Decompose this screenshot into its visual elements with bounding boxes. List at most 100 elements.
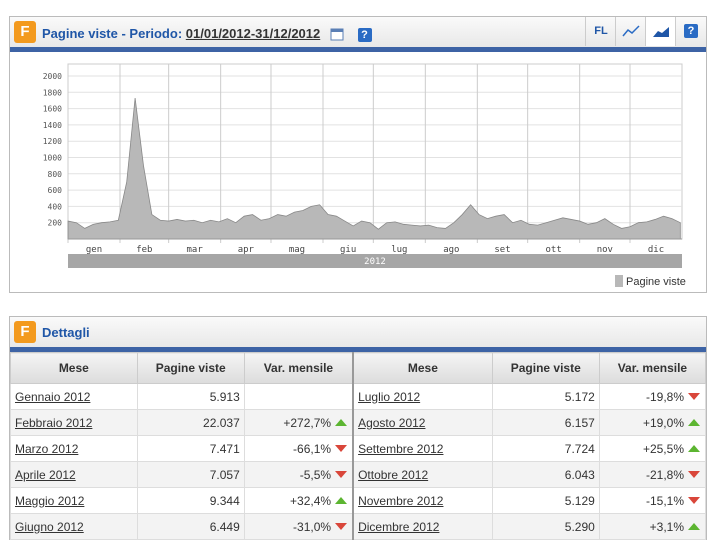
x-tick-label: dic bbox=[648, 245, 664, 255]
y-tick-label: 1200 bbox=[43, 137, 62, 146]
month[interactable]: Marzo 2012 bbox=[10, 435, 138, 462]
arrow-down bbox=[335, 522, 348, 530]
month[interactable]: Giugno 2012 bbox=[10, 513, 138, 540]
month[interactable]: Aprile 2012 bbox=[10, 461, 138, 488]
cell-text: -5,5% bbox=[299, 467, 332, 482]
cell-text: Marzo 2012 bbox=[15, 441, 79, 456]
month[interactable]: Gennaio 2012 bbox=[10, 383, 138, 410]
header-row: Mese Pagine viste Var. mensile Mese Pagine v… bbox=[10, 352, 707, 384]
y-tick-label: 600 bbox=[48, 186, 63, 195]
column-header: Mese bbox=[352, 352, 493, 384]
cell-text: -15,1% bbox=[645, 493, 684, 508]
month[interactable]: Dicembre 2012 bbox=[352, 513, 493, 540]
cell-text: 6.449 bbox=[209, 519, 240, 534]
y-tick-label: 400 bbox=[48, 202, 63, 211]
cell-text: 7.471 bbox=[209, 441, 240, 456]
area bbox=[67, 97, 681, 240]
cell-text: 7.724 bbox=[564, 441, 595, 456]
arrow-up bbox=[688, 522, 700, 530]
x-tick-label: giu bbox=[340, 245, 356, 255]
cell-text: 5.129 bbox=[564, 493, 595, 508]
variation: +32,4% bbox=[243, 487, 354, 514]
x-tick-label: nov bbox=[597, 245, 613, 255]
column-header: Pagine viste bbox=[491, 352, 600, 384]
variation: +25,5% bbox=[598, 435, 707, 462]
month[interactable]: Luglio 2012 bbox=[352, 383, 493, 410]
x-tick-label: gen bbox=[86, 245, 102, 255]
variation: +19,0% bbox=[598, 409, 707, 436]
column-header: Var. mensile bbox=[243, 352, 354, 384]
cell-text: -19,8% bbox=[645, 389, 684, 404]
cell-text: Dicembre 2012 bbox=[358, 519, 440, 534]
views: 5.129 bbox=[491, 487, 600, 514]
arrow-up bbox=[688, 418, 700, 426]
row: Maggio 2012 9.344 +32,4% Novembre 2012 5.129… bbox=[10, 487, 707, 514]
title: Pagine viste - Periodo: bbox=[42, 26, 183, 41]
y-tick-label: 800 bbox=[48, 170, 63, 179]
cell-text: +272,7% bbox=[283, 415, 332, 430]
period[interactable]: 01/01/2012-31/12/2012 bbox=[185, 26, 321, 41]
cell-text: -31,0% bbox=[293, 519, 332, 534]
month[interactable]: Novembre 2012 bbox=[352, 487, 493, 514]
month[interactable]: Ottobre 2012 bbox=[352, 461, 493, 488]
cell-text: 6.157 bbox=[564, 415, 595, 430]
x-tick-label: feb bbox=[136, 245, 152, 255]
calendar-icon[interactable] bbox=[330, 27, 344, 41]
year-label: 2012 bbox=[364, 257, 386, 267]
cell-text: Agosto 2012 bbox=[358, 415, 426, 430]
area-button[interactable] bbox=[645, 17, 676, 46]
x-tick-label: ago bbox=[443, 245, 459, 255]
y-tick-label: 1600 bbox=[43, 105, 62, 114]
app-icon: F bbox=[14, 321, 36, 343]
variation: -31,0% bbox=[243, 513, 354, 540]
arrow-down bbox=[335, 470, 348, 478]
line-button[interactable] bbox=[615, 17, 646, 46]
cell-text: 9.344 bbox=[209, 493, 240, 508]
fl-button[interactable]: FL bbox=[585, 17, 616, 46]
views: 6.449 bbox=[136, 513, 245, 540]
variation: -66,1% bbox=[243, 435, 354, 462]
help-button[interactable]: ? bbox=[675, 17, 706, 46]
variation: -5,5% bbox=[243, 461, 354, 488]
cell-text: Novembre 2012 bbox=[358, 493, 444, 508]
variation: -15,1% bbox=[598, 487, 707, 514]
views: 22.037 bbox=[136, 409, 245, 436]
month[interactable]: Settembre 2012 bbox=[352, 435, 493, 462]
cell-text: Giugno 2012 bbox=[15, 519, 84, 534]
x-tick-label: mar bbox=[187, 245, 204, 255]
month[interactable]: Agosto 2012 bbox=[352, 409, 493, 436]
cell-text: Aprile 2012 bbox=[15, 467, 76, 482]
column-header: Pagine viste bbox=[136, 352, 245, 384]
views: 6.157 bbox=[491, 409, 600, 436]
views: 6.043 bbox=[491, 461, 600, 488]
cell-text: Febbraio 2012 bbox=[15, 415, 93, 430]
x-tick-label: lug bbox=[391, 245, 407, 255]
arrow-down bbox=[335, 444, 348, 452]
row: Giugno 2012 6.449 -31,0% Dicembre 2012 5.290… bbox=[10, 513, 707, 540]
variation: +272,7% bbox=[243, 409, 354, 436]
legend-swatch bbox=[615, 275, 623, 287]
arrow-up bbox=[335, 496, 348, 504]
help-button[interactable]: ? bbox=[357, 28, 372, 42]
y-tick-label: 200 bbox=[48, 219, 63, 228]
views: 7.724 bbox=[491, 435, 600, 462]
views: 9.344 bbox=[136, 487, 245, 514]
x-tick-label: ott bbox=[546, 245, 562, 255]
cell-text: 7.057 bbox=[209, 467, 240, 482]
cell-text: Luglio 2012 bbox=[358, 389, 421, 404]
x-tick-label: set bbox=[494, 245, 510, 255]
arrow-up bbox=[335, 418, 348, 426]
legend-label: Pagine viste bbox=[626, 276, 686, 288]
month[interactable]: Febbraio 2012 bbox=[10, 409, 138, 436]
details-header: F Dettagli bbox=[10, 317, 706, 352]
cell-text: 5.913 bbox=[209, 389, 240, 404]
column-header: Var. mensile bbox=[598, 352, 707, 384]
y-tick-label: 1000 bbox=[43, 154, 62, 163]
y-tick-label: 1400 bbox=[43, 121, 62, 130]
month[interactable]: Maggio 2012 bbox=[10, 487, 138, 514]
cell-text: +19,0% bbox=[642, 415, 684, 430]
views: 7.057 bbox=[136, 461, 245, 488]
arrow-up bbox=[688, 444, 700, 452]
x-tick-label: mag bbox=[289, 245, 305, 255]
